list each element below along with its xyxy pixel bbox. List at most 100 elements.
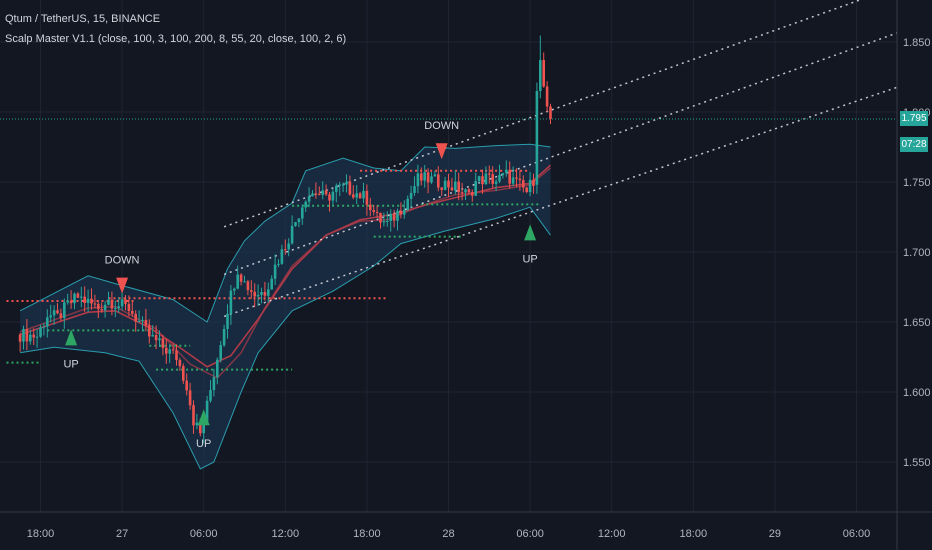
candle-body	[131, 311, 134, 314]
candle-body	[389, 214, 392, 221]
candle-body	[233, 288, 236, 291]
candle-body	[447, 180, 450, 188]
candle-body	[239, 274, 243, 282]
x-tick-label: 06:00	[190, 528, 218, 540]
candle-body	[454, 181, 457, 191]
candle-body	[100, 309, 103, 311]
candle-body	[345, 181, 348, 185]
candle-body	[284, 249, 287, 251]
candle-body	[474, 181, 477, 196]
candle-body	[494, 181, 498, 184]
candle-body	[297, 218, 301, 223]
candle-body	[236, 274, 239, 289]
candle-body	[171, 349, 175, 351]
candle-body	[22, 328, 25, 342]
indicator-legend[interactable]: Scalp Master V1.1 (close, 100, 3, 100, 2…	[5, 33, 347, 45]
candle-body	[158, 338, 161, 341]
candle-body	[66, 300, 69, 303]
buy-signal-label: UP	[196, 438, 211, 450]
candle-body	[522, 180, 525, 188]
candle-body	[226, 313, 229, 329]
candle-body	[457, 181, 460, 193]
candle-body	[379, 212, 382, 223]
candle-body	[25, 328, 29, 342]
candle-body	[93, 303, 97, 305]
candle-body	[18, 334, 22, 342]
candles	[18, 35, 552, 444]
candle-body	[178, 360, 182, 367]
candle-body	[29, 334, 32, 342]
candle-body	[212, 377, 216, 391]
x-tick-label: 29	[769, 528, 781, 540]
candle-body	[304, 201, 307, 208]
candle-body	[182, 366, 185, 381]
candle-body	[348, 181, 352, 195]
candle-body	[80, 296, 83, 298]
candle-body	[148, 325, 151, 337]
candle-body	[277, 263, 280, 265]
candle-body	[484, 173, 488, 185]
candle-body	[246, 281, 250, 291]
candle-body	[216, 359, 219, 378]
candle-body	[219, 345, 222, 360]
candle-body	[39, 327, 42, 337]
candle-body	[318, 193, 321, 195]
candle-body	[324, 190, 328, 195]
candle-body	[253, 291, 256, 297]
x-tick-label: 12:00	[272, 528, 300, 540]
candle-body	[365, 190, 369, 205]
price-axis-background	[897, 0, 932, 550]
x-tick-label: 27	[116, 528, 128, 540]
candle-body	[154, 335, 158, 341]
candle-body	[423, 172, 426, 181]
sell-signal-arrow	[116, 277, 129, 294]
candle-body	[165, 347, 168, 354]
candle-body	[69, 300, 73, 304]
candle-body	[56, 310, 59, 314]
buy-signal-label: UP	[522, 253, 537, 265]
candle-body	[32, 334, 35, 338]
y-tick-label: 1.700	[903, 247, 931, 259]
candle-body	[209, 390, 212, 401]
candle-body	[243, 281, 246, 283]
x-tick-label: 06:00	[843, 528, 871, 540]
candle-body	[464, 189, 467, 193]
candle-body	[481, 176, 484, 185]
candle-body	[338, 184, 341, 186]
candle-body	[90, 298, 93, 304]
candle-body	[433, 174, 437, 177]
candle-body	[205, 400, 209, 422]
candle-body	[518, 178, 522, 181]
sell-signal-label: DOWN	[105, 255, 140, 267]
candle-body	[107, 299, 110, 305]
countdown-badge: 07:28	[900, 137, 928, 152]
candle-body	[352, 194, 355, 198]
candle-body	[52, 310, 56, 316]
candle-body	[471, 192, 474, 196]
signals: UP DOWN UP DOWN UP	[63, 120, 537, 450]
candle-body	[532, 179, 535, 186]
symbol-legend[interactable]: Qtum / TetherUS, 15, BINANCE	[5, 13, 161, 25]
buy-signal-arrow	[197, 409, 210, 426]
candle-body	[406, 198, 409, 211]
candle-body	[525, 187, 528, 193]
candle-body	[403, 210, 406, 215]
regression-channel	[0, 0, 912, 318]
sell-signal-label: DOWN	[424, 120, 459, 132]
candle-body	[97, 303, 100, 310]
candle-body	[86, 298, 90, 304]
candle-body	[222, 328, 226, 346]
candle-body	[42, 326, 46, 328]
candle-body	[355, 193, 358, 198]
candle-body	[335, 185, 338, 192]
x-tick-label: 12:00	[598, 528, 626, 540]
candle-body	[161, 338, 165, 348]
candle-body	[195, 422, 199, 426]
candle-body	[46, 317, 49, 327]
candle-body	[362, 190, 365, 199]
candle-body	[134, 313, 137, 322]
candle-body	[103, 304, 107, 311]
candle-body	[144, 319, 148, 326]
y-tick-label: 1.650	[903, 317, 931, 329]
